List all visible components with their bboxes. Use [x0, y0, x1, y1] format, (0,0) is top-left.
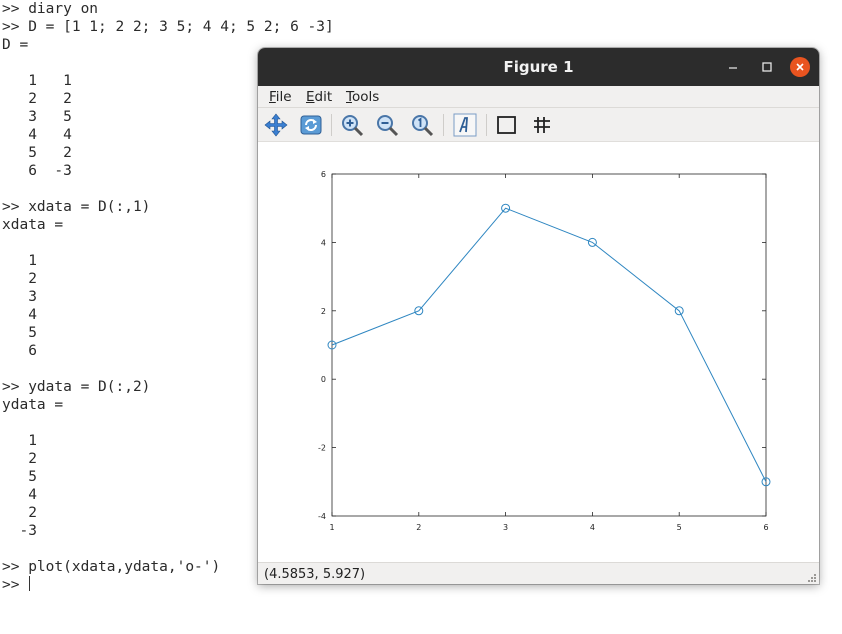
terminal-line: 2 2: [28, 91, 72, 107]
terminal-line: >> D = [1 1; 2 2; 3 5; 4 4; 5 2; 6 -3]: [2, 19, 334, 35]
status-bar: (4.5853, 5.927): [258, 562, 819, 584]
plot-area[interactable]: 1 2 3 4 5 6 -4 -2 0 2 4 6: [258, 142, 819, 562]
line-chart[interactable]: 1 2 3 4 5 6 -4 -2 0 2 4 6: [258, 142, 819, 562]
cursor-coordinates: (4.5853, 5.927): [264, 567, 366, 582]
resize-grip-icon[interactable]: [807, 573, 817, 583]
close-icon: [796, 63, 804, 71]
toolbar-separator: [486, 114, 487, 136]
axes-box-button[interactable]: [493, 111, 521, 139]
menu-edit[interactable]: Edit: [306, 89, 333, 105]
x-tick-label: 2: [416, 523, 421, 532]
terminal-line: ydata =: [2, 397, 64, 413]
data-point: [414, 306, 424, 316]
zoom-reset-icon: [412, 115, 434, 137]
command-prompt: >>: [2, 577, 29, 593]
minimize-button[interactable]: [723, 57, 743, 77]
terminal-line: xdata =: [2, 217, 64, 233]
y-tick-label: -4: [318, 512, 326, 521]
y-tick-label: 0: [321, 375, 326, 384]
data-point: [674, 306, 684, 316]
terminal-line: -3: [19, 523, 37, 539]
x-tick-label: 4: [590, 523, 595, 532]
text-insert-button[interactable]: [451, 111, 479, 139]
terminal-line: 5 2: [28, 145, 72, 161]
menu-file[interactable]: File: [269, 89, 292, 105]
rotate-button[interactable]: [297, 111, 325, 139]
data-point: [501, 203, 511, 213]
terminal-line: 5: [28, 325, 37, 341]
terminal-line: 2: [28, 451, 37, 467]
y-tick-label: -2: [318, 444, 326, 453]
data-point: [587, 237, 597, 247]
terminal-line: 3 5: [28, 109, 72, 125]
grid-button[interactable]: [528, 111, 556, 139]
axes-box-icon: [497, 116, 516, 134]
data-point: [327, 340, 337, 350]
y-tick-label: 4: [321, 238, 326, 247]
x-tick-label: 5: [677, 523, 682, 532]
rotate-icon: [300, 115, 322, 135]
zoom-in-icon: [342, 115, 364, 137]
figure-window[interactable]: Figure 1 File Edit Tools: [258, 48, 819, 584]
pan-button[interactable]: [262, 111, 290, 139]
menu-tools[interactable]: Tools: [346, 89, 380, 105]
maximize-icon: [762, 62, 772, 72]
zoom-in-button[interactable]: [338, 111, 366, 139]
zoom-out-icon: [377, 115, 399, 137]
text-cursor: [29, 576, 31, 591]
minimize-icon: [729, 67, 737, 69]
title-bar[interactable]: Figure 1: [258, 48, 819, 86]
close-button[interactable]: [790, 57, 810, 77]
terminal-line: 1: [28, 253, 37, 269]
terminal-line: D =: [2, 37, 29, 53]
toolbar-separator: [331, 114, 332, 136]
terminal-line: 4: [28, 307, 37, 323]
terminal-line: 1 1: [28, 73, 72, 89]
y-tick-label: 2: [321, 307, 326, 316]
terminal-line: >> xdata = D(:,1): [2, 199, 151, 215]
terminal-line: 4 4: [28, 127, 72, 143]
figure-toolbar: [258, 108, 819, 142]
terminal-line: 5: [28, 469, 37, 485]
maximize-button[interactable]: [757, 57, 777, 77]
terminal-line: >> ydata = D(:,2): [2, 379, 151, 395]
terminal-line: 2: [28, 271, 37, 287]
terminal-line: 4: [28, 487, 37, 503]
x-tick-label: 1: [329, 523, 334, 532]
terminal-line: 2: [28, 505, 37, 521]
data-point: [761, 477, 771, 487]
terminal-line: 6: [28, 343, 37, 359]
terminal-output[interactable]: >> diary on >> D = [1 1; 2 2; 3 5; 4 4; …: [2, 0, 334, 594]
x-tick-label: 6: [763, 523, 768, 532]
terminal-history: >> diary on >> D = [1 1; 2 2; 3 5; 4 4; …: [2, 1, 334, 575]
menu-bar: File Edit Tools: [258, 86, 819, 108]
terminal-line: 6 -3: [28, 163, 72, 179]
text-insert-icon: [453, 113, 477, 137]
toolbar-separator: [443, 114, 444, 136]
pan-icon: [264, 113, 288, 137]
zoom-out-button[interactable]: [373, 111, 401, 139]
window-title: Figure 1: [503, 58, 574, 76]
zoom-reset-button[interactable]: [408, 111, 436, 139]
terminal-line: >> plot(xdata,ydata,'o-'): [2, 559, 221, 575]
terminal-line: 3: [28, 289, 37, 305]
x-tick-label: 3: [503, 523, 508, 532]
grid-icon: [534, 117, 550, 133]
terminal-line: 1: [28, 433, 37, 449]
y-tick-label: 6: [321, 170, 326, 179]
series-line: [331, 207, 767, 483]
terminal-line: >> diary on: [2, 1, 99, 17]
